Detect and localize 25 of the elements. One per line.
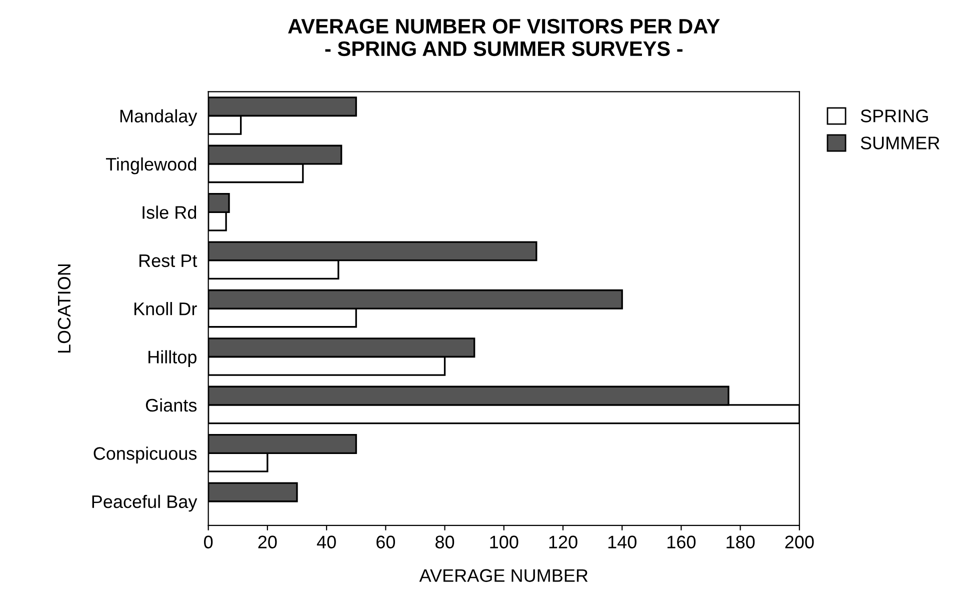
- y-tick-label: Giants: [146, 398, 197, 412]
- x-tick-label: 180: [726, 536, 755, 548]
- y-tick-label: Tinglewood: [106, 157, 196, 174]
- y-tick-label: Rest Pt: [140, 254, 198, 268]
- y-tick-label: Peaceful Bay: [92, 494, 198, 512]
- chart-title: AVERAGE NUMBER OF VISITORS PER DAY - SPRING AND SUMMER SURVEYS -: [288, 18, 720, 56]
- y-tick-label: Knoll Dr: [134, 302, 197, 316]
- x-tick-label: 160: [668, 536, 696, 548]
- x-tick-label: 80: [436, 536, 454, 548]
- x-tick-label: 40: [316, 536, 336, 548]
- legend-label: SUMMER: [860, 136, 940, 150]
- x-tick-label: 60: [376, 536, 395, 548]
- x-tick-label: 20: [258, 536, 277, 548]
- legend-label: SPRING: [860, 110, 928, 122]
- x-axis-title: AVERAGE NUMBER: [419, 569, 588, 582]
- x-tick-label: 100: [490, 536, 518, 548]
- y-tick-label: Mandalay: [120, 109, 198, 126]
- x-tick-label: 0: [204, 536, 213, 548]
- y-tick-label: Conspicuous: [94, 446, 197, 464]
- y-axis-title: LOCATION: [58, 264, 71, 353]
- x-tick-label: 200: [785, 536, 814, 548]
- x-tick-label: 120: [549, 536, 578, 548]
- y-tick-label: Hilltop: [148, 350, 196, 368]
- y-tick-label: Isle Rd: [142, 206, 196, 219]
- x-tick-label: 140: [608, 536, 636, 548]
